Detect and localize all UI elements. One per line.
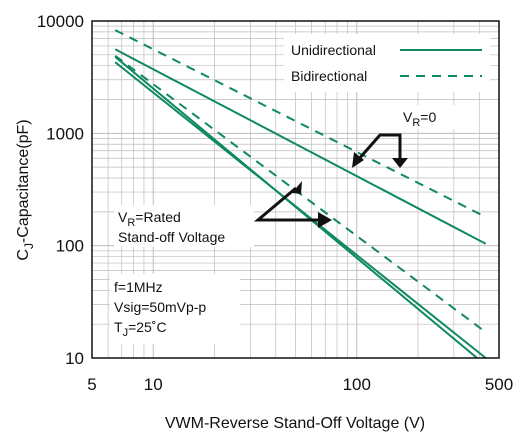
series-line-unidirectional-0 (114, 48, 487, 245)
y-tick-label: 100 (56, 237, 84, 256)
legend-label-bidirectional: Bidirectional (291, 68, 367, 84)
vr-zero-label-background (398, 105, 460, 129)
vr-rated-arrowhead-up (292, 181, 302, 194)
vr-zero-arrowhead-down (392, 158, 408, 168)
x-axis-title: VWM-Reverse Stand-Off Voltage (V) (165, 415, 425, 432)
x-tick-label: 5 (87, 375, 96, 394)
series-line-unidirectional-3 (114, 56, 478, 359)
legend-background (284, 34, 490, 92)
vr-rated-arrow (253, 186, 322, 222)
vr-rated-arrowhead-right (318, 212, 332, 228)
x-tick-label: 10 (144, 375, 163, 394)
y-tick-labels: 10 100 1000 10000 (37, 12, 84, 368)
y-tick-label: 10000 (37, 12, 84, 31)
y-axis-title: CJ-Capacitance(pF) (15, 119, 36, 260)
x-tick-labels: 5 10 100 500 (87, 375, 513, 394)
conditions-background (110, 274, 240, 344)
vr-rated-label-line2: Stand-off Voltage (118, 229, 225, 245)
x-tick-label: 500 (485, 375, 513, 394)
y-tick-label: 1000 (46, 124, 84, 143)
vr-zero-label: VR=0 (403, 109, 436, 129)
x-tick-label: 100 (343, 375, 371, 394)
series-group (114, 29, 487, 359)
y-tick-label: 10 (65, 349, 84, 368)
series-line-bidirectional-1 (114, 29, 487, 218)
legend: Unidirectional Bidirectional (284, 34, 490, 92)
condition-tj: TJ=25˚C (114, 319, 167, 339)
plot-frame (91, 20, 500, 359)
condition-vsig: Vsig=50mVp-p (114, 299, 206, 315)
vr-zero-arrowhead-diag (352, 152, 364, 168)
legend-label-unidirectional: Unidirectional (291, 42, 376, 58)
vr-rated-label: VR=Rated (118, 209, 181, 229)
condition-frequency: f=1MHz (114, 279, 163, 295)
vr-rated-label-background (114, 205, 254, 247)
series-line-bidirectional-4 (114, 54, 487, 333)
vr-zero-arrow (356, 133, 402, 164)
